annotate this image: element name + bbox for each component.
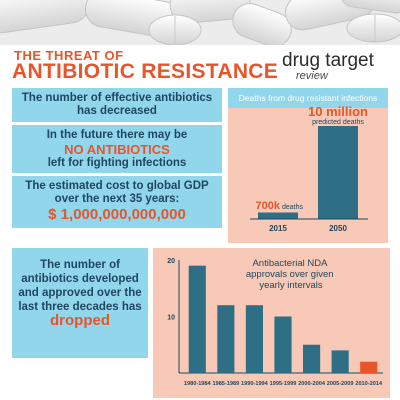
tick-label: 1995-1999 [270, 381, 297, 387]
fact-highlight: dropped [50, 312, 110, 329]
bar-1980-1984 [188, 265, 206, 373]
fact-box-gdp-cost: The estimated cost to global GDP over th… [12, 176, 222, 228]
data-label-value: 10 million [308, 104, 368, 119]
tick-label: 2015 [269, 224, 287, 233]
data-label-unit: predicted deaths [312, 119, 364, 126]
approvals-chart-panel: Antibacterial NDA approvals over given y… [153, 248, 390, 398]
tick-label: 20 [167, 258, 175, 265]
bar-2015 [258, 212, 298, 219]
brand-logo-subtext: review [296, 70, 328, 82]
tick-label: 1985-1989 [212, 381, 239, 387]
chart-title: Deaths from drug resistant infections [228, 88, 388, 108]
fact-box-approvals-dropped: The number of antibiotics developed and … [12, 248, 148, 358]
title-line-2: ANTIBIOTIC RESISTANCE [12, 60, 279, 83]
bar-2050 [318, 126, 358, 219]
data-label-unit: deaths [282, 204, 304, 211]
bar-1985-1989 [217, 305, 235, 373]
tick-label: 10 [167, 315, 175, 322]
fact-text: The estimated cost to global GDP over th… [25, 180, 209, 205]
tick-label: 2005-2009 [327, 381, 354, 387]
tick-label: 1980-1984 [184, 381, 212, 387]
fact-text: In the future there may be [46, 129, 188, 141]
tick-label: 2050 [329, 224, 347, 233]
brand-logo-text: drug target [282, 50, 374, 71]
title-line-1: THE THREAT OF [14, 48, 124, 63]
bar-1995-1999 [274, 316, 292, 373]
fact-text: left for fighting infections [47, 157, 187, 169]
deaths-chart-panel: Deaths from drug resistant infections 70… [228, 88, 388, 243]
bar-2000-2004 [303, 344, 321, 373]
pills-banner [0, 0, 400, 45]
fact-text: The number of effective antibiotics has … [21, 92, 213, 117]
bar-2010-2014 [360, 361, 378, 373]
tick-label: 2000-2004 [298, 381, 326, 387]
fact-highlight: NO ANTIBIOTICS [64, 142, 170, 157]
fact-box-no-antibiotics: In the future there may be NO ANTIBIOTIC… [12, 125, 222, 173]
tick-label: 2010-2014 [355, 381, 383, 387]
bar-2005-2009 [331, 350, 349, 373]
bar-1990-1994 [245, 305, 263, 373]
fact-highlight: $ 1,000,000,000,000 [48, 206, 186, 223]
data-label-value: 700k [256, 200, 281, 212]
approvals-chart: Antibacterial NDA approvals over given y… [167, 258, 383, 387]
tick-label: 1990-1994 [241, 381, 269, 387]
fact-box-effective-antibiotics: The number of effective antibiotics has … [12, 88, 222, 122]
deaths-chart: 700k deaths 10 million predicted deaths … [250, 104, 368, 233]
fact-text: The number of antibiotics developed and … [18, 259, 142, 313]
chart-title: Antibacterial NDA approvals over given y… [246, 258, 336, 291]
